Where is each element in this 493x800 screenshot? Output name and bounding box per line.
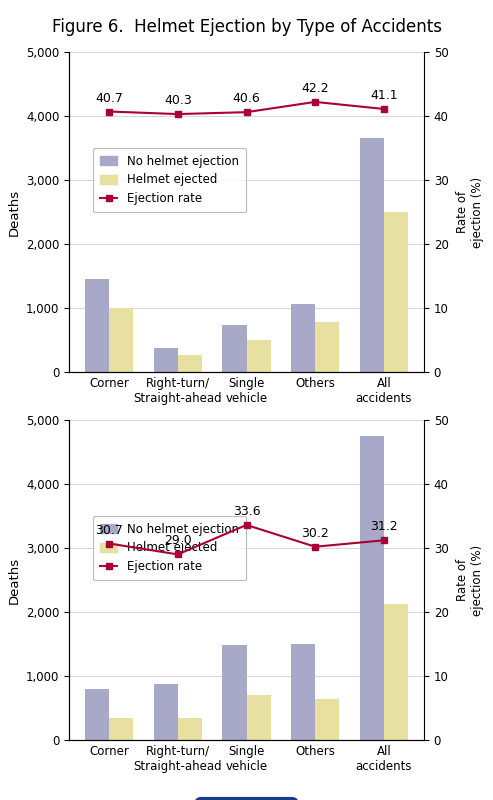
- Bar: [246, 340, 271, 372]
- Legend: No helmet ejection, Helmet ejected, Ejection rate: No helmet ejection, Helmet ejected, Ejec…: [93, 147, 246, 213]
- Bar: [291, 644, 315, 740]
- Bar: [315, 699, 339, 740]
- Text: 30.7: 30.7: [95, 523, 123, 537]
- Text: 31.2: 31.2: [370, 520, 398, 534]
- Y-axis label: Deaths: Deaths: [7, 557, 20, 603]
- Text: 40.6: 40.6: [233, 92, 260, 106]
- Bar: [85, 690, 109, 740]
- Bar: [360, 436, 384, 740]
- Bar: [154, 348, 178, 372]
- Bar: [222, 326, 246, 372]
- Bar: [178, 354, 202, 372]
- Y-axis label: Deaths: Deaths: [7, 189, 20, 235]
- Bar: [109, 308, 133, 372]
- Text: 29.0: 29.0: [164, 534, 192, 547]
- Bar: [384, 604, 408, 740]
- Text: 40.7: 40.7: [95, 91, 123, 105]
- Text: 42.2: 42.2: [301, 82, 329, 95]
- Text: Mopeds: Mopeds: [217, 436, 276, 449]
- Text: 33.6: 33.6: [233, 505, 260, 518]
- Bar: [384, 212, 408, 372]
- Text: 40.3: 40.3: [164, 94, 192, 107]
- Y-axis label: Rate of
ejection (%): Rate of ejection (%): [456, 545, 484, 615]
- Bar: [178, 718, 202, 740]
- Bar: [291, 304, 315, 372]
- Bar: [154, 684, 178, 740]
- Text: 41.1: 41.1: [370, 89, 398, 102]
- Bar: [222, 645, 246, 740]
- Bar: [85, 279, 109, 372]
- Text: 30.2: 30.2: [301, 526, 329, 540]
- Legend: No helmet ejection, Helmet ejected, Ejection rate: No helmet ejection, Helmet ejected, Ejec…: [93, 515, 246, 581]
- Bar: [315, 322, 339, 372]
- Y-axis label: Rate of
ejection (%): Rate of ejection (%): [456, 177, 484, 247]
- Bar: [246, 695, 271, 740]
- Text: Figure 6.  Helmet Ejection by Type of Accidents: Figure 6. Helmet Ejection by Type of Acc…: [51, 18, 442, 35]
- Bar: [360, 138, 384, 372]
- Bar: [109, 718, 133, 740]
